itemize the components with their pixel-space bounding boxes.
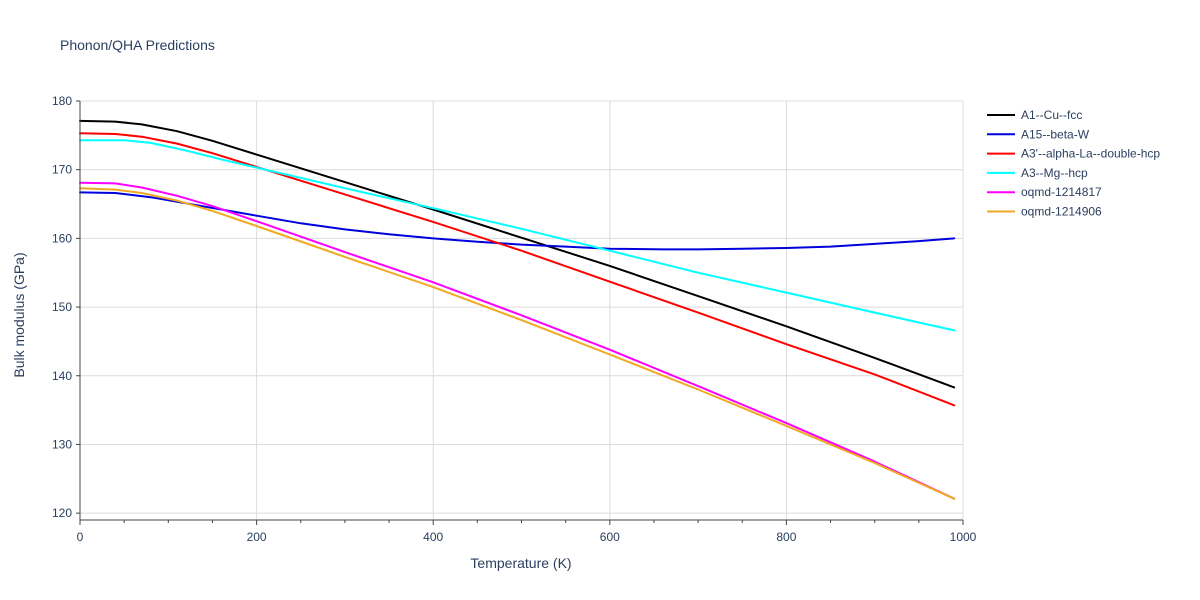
x-tick-label: 800: [776, 530, 796, 544]
y-tick-label: 130: [52, 437, 72, 451]
plot-area: [79, 119, 956, 500]
y-tick-label: 170: [52, 163, 72, 177]
legend-label: oqmd-1214906: [1021, 205, 1102, 219]
series-line: [79, 181, 956, 500]
y-axis-title: Bulk modulus (GPa): [11, 252, 27, 377]
x-tick-label: 200: [247, 530, 267, 544]
chart-title: Phonon/QHA Predictions: [60, 37, 215, 53]
legend-label: A3'--alpha-La--double-hcp: [1021, 147, 1160, 161]
y-tick-label: 150: [52, 300, 72, 314]
legend: A1--Cu--fcc A15--beta-W A3'--alpha-La--dou…: [987, 108, 1160, 219]
x-tick-label: 400: [423, 530, 443, 544]
x-tick-label: 0: [77, 530, 84, 544]
x-axis-title: Temperature (K): [470, 555, 571, 571]
series-line: [79, 139, 956, 332]
series-line: [79, 119, 956, 389]
y-tick-label: 120: [52, 506, 72, 520]
legend-label: A1--Cu--fcc: [1021, 108, 1082, 122]
legend-label: A3--Mg--hcp: [1021, 166, 1088, 180]
x-tick-label: 600: [600, 530, 620, 544]
x-tick-label: 1000: [950, 530, 977, 544]
series-line: [79, 132, 956, 407]
series-line: [79, 187, 956, 500]
legend-label: A15--beta-W: [1021, 127, 1090, 141]
legend-label: oqmd-1214817: [1021, 185, 1102, 199]
grid: [80, 100, 964, 520]
axes: 0 200 400 600 800 1000 120 130 140 150 160 170 180: [52, 94, 977, 544]
y-tick-label: 140: [52, 369, 72, 383]
y-tick-label: 160: [52, 231, 72, 245]
y-tick-label: 180: [52, 94, 72, 108]
